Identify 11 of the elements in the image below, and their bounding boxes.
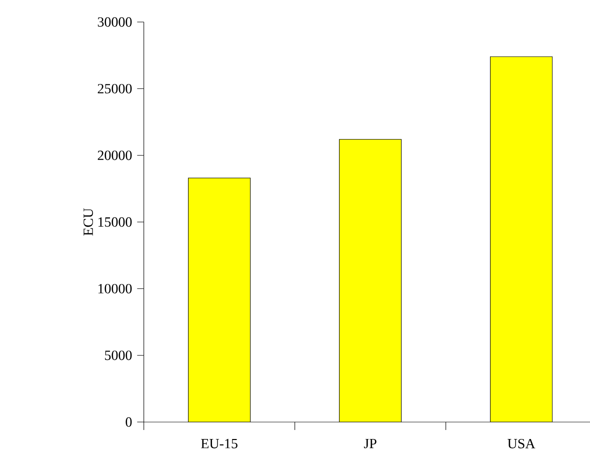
y-tick-label: 15000 <box>98 217 132 227</box>
x-tick-label: JP <box>364 438 376 448</box>
y-tick-label: 30000 <box>98 17 132 27</box>
y-axis-title: ECU <box>84 208 93 236</box>
y-tick-label: 25000 <box>98 84 132 94</box>
x-tick-label: EU-15 <box>201 438 238 448</box>
y-tick-label: 20000 <box>98 150 132 160</box>
y-tick-label: 5000 <box>105 350 132 360</box>
x-tick-label: USA <box>508 438 536 448</box>
y-tick-label: 0 <box>126 417 132 427</box>
y-tick-label: 10000 <box>98 284 132 294</box>
